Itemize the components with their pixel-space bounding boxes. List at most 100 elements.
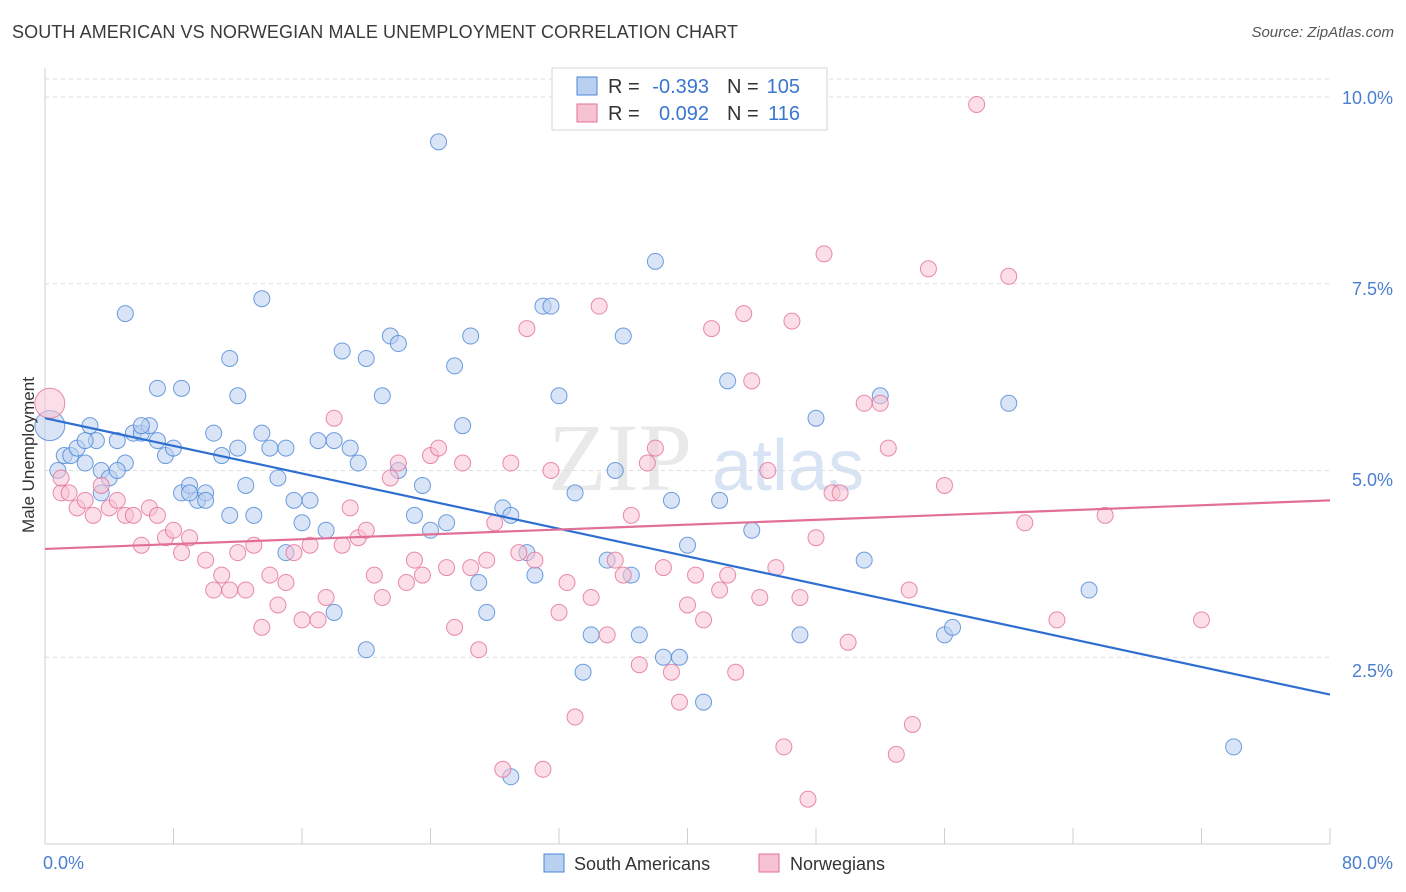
point-south-americans: [173, 379, 191, 397]
point-norwegians: [831, 484, 849, 502]
point-norwegians: [1016, 514, 1034, 532]
point-south-americans: [237, 476, 255, 494]
trend-line-south-americans: [44, 417, 1331, 696]
point-norwegians: [478, 551, 496, 569]
point-norwegians: [839, 633, 857, 651]
point-norwegians: [357, 521, 375, 539]
point-south-americans: [253, 424, 271, 442]
point-norwegians: [719, 566, 737, 584]
point-south-americans: [197, 491, 215, 509]
point-south-americans: [630, 626, 648, 644]
point-norwegians: [261, 566, 279, 584]
point-norwegians: [92, 476, 110, 494]
point-norwegians: [173, 544, 191, 562]
point-norwegians: [108, 491, 126, 509]
point-norwegians: [1193, 611, 1210, 629]
axes: [44, 68, 1331, 845]
point-south-americans: [646, 252, 664, 270]
point-norwegians: [1096, 506, 1114, 524]
point-norwegians: [775, 738, 793, 756]
point-norwegians: [735, 305, 753, 323]
point-norwegians: [526, 551, 544, 569]
point-norwegians: [534, 760, 552, 778]
point-south-americans: [301, 491, 319, 509]
point-south-americans: [341, 439, 359, 457]
point-norwegians: [269, 596, 287, 614]
point-norwegians: [687, 566, 705, 584]
point-norwegians: [333, 536, 351, 554]
point-south-americans: [317, 521, 335, 539]
legend-n-label: N =: [727, 76, 759, 98]
point-south-americans: [454, 417, 472, 435]
point-south-americans: [108, 462, 126, 479]
source-label: Source: ZipAtlas.com: [1251, 24, 1394, 41]
legend-r-value: 0.092: [659, 103, 709, 125]
point-norwegians: [743, 372, 761, 390]
point-south-americans: [325, 603, 343, 621]
point-south-americans: [662, 491, 680, 509]
point-south-americans: [229, 387, 247, 405]
legend-bottom-label: South Americans: [574, 854, 710, 874]
legend-bottom-swatch-blue: [543, 853, 565, 873]
point-south-americans: [405, 506, 423, 524]
point-norwegians: [373, 588, 391, 606]
point-norwegians: [309, 611, 327, 629]
point-south-americans: [333, 342, 351, 360]
legend-bottom-swatch-pink: [758, 853, 780, 873]
point-norwegians: [494, 760, 512, 778]
point-south-americans: [148, 379, 166, 397]
point-norwegians: [124, 506, 142, 524]
legend-swatch-pink: [576, 103, 598, 123]
point-norwegians: [783, 312, 801, 330]
point-norwegians: [638, 454, 656, 472]
point-norwegians: [197, 551, 215, 569]
point-south-americans: [478, 603, 496, 621]
point-norwegians: [646, 439, 664, 457]
point-south-americans: [357, 349, 375, 367]
point-south-americans: [807, 409, 825, 427]
point-norwegians: [446, 618, 464, 636]
legend-top: R = -0.393 N = 105 R = 0.092 N = 116: [551, 67, 828, 131]
data-points: [34, 95, 1243, 808]
point-norwegians: [542, 462, 560, 479]
point-south-americans: [566, 484, 584, 502]
chart-title: SOUTH AMERICAN VS NORWEGIAN MALE UNEMPLO…: [12, 22, 739, 42]
point-south-americans: [1080, 581, 1098, 599]
point-norwegians: [293, 611, 311, 629]
point-norwegians: [510, 544, 528, 562]
point-south-americans: [944, 618, 962, 636]
point-norwegians: [871, 394, 889, 412]
point-norwegians: [237, 581, 255, 599]
point-norwegians: [903, 715, 921, 733]
point-norwegians: [502, 454, 520, 472]
point-norwegians: [181, 529, 199, 547]
point-south-americans: [855, 551, 873, 569]
point-south-americans: [108, 432, 126, 450]
legend-r-value: -0.393: [652, 76, 709, 98]
point-norwegians: [389, 454, 407, 472]
point-south-americans: [791, 626, 809, 644]
point-south-americans: [309, 432, 327, 450]
point-south-americans: [357, 641, 375, 659]
point-norwegians: [301, 536, 319, 554]
point-norwegians: [590, 297, 608, 315]
point-norwegians: [148, 506, 166, 524]
point-south-americans: [743, 521, 761, 539]
point-south-americans: [349, 454, 367, 472]
point-south-americans: [205, 424, 223, 442]
point-south-americans: [574, 663, 592, 681]
point-south-americans: [373, 387, 391, 405]
y-tick-label: 5.0%: [1352, 470, 1393, 490]
point-south-americans: [614, 327, 632, 345]
legend-swatch-blue: [576, 76, 598, 96]
point-norwegians: [614, 566, 632, 584]
point-norwegians: [165, 521, 182, 539]
x-tick-label: 0.0%: [43, 853, 84, 873]
point-norwegians: [703, 320, 721, 338]
point-norwegians: [381, 469, 399, 487]
point-norwegians: [470, 641, 488, 659]
point-norwegians: [52, 469, 70, 487]
legend-n-value: 116: [768, 103, 800, 125]
trend-line-norwegians: [44, 499, 1331, 551]
point-norwegians: [654, 559, 672, 577]
